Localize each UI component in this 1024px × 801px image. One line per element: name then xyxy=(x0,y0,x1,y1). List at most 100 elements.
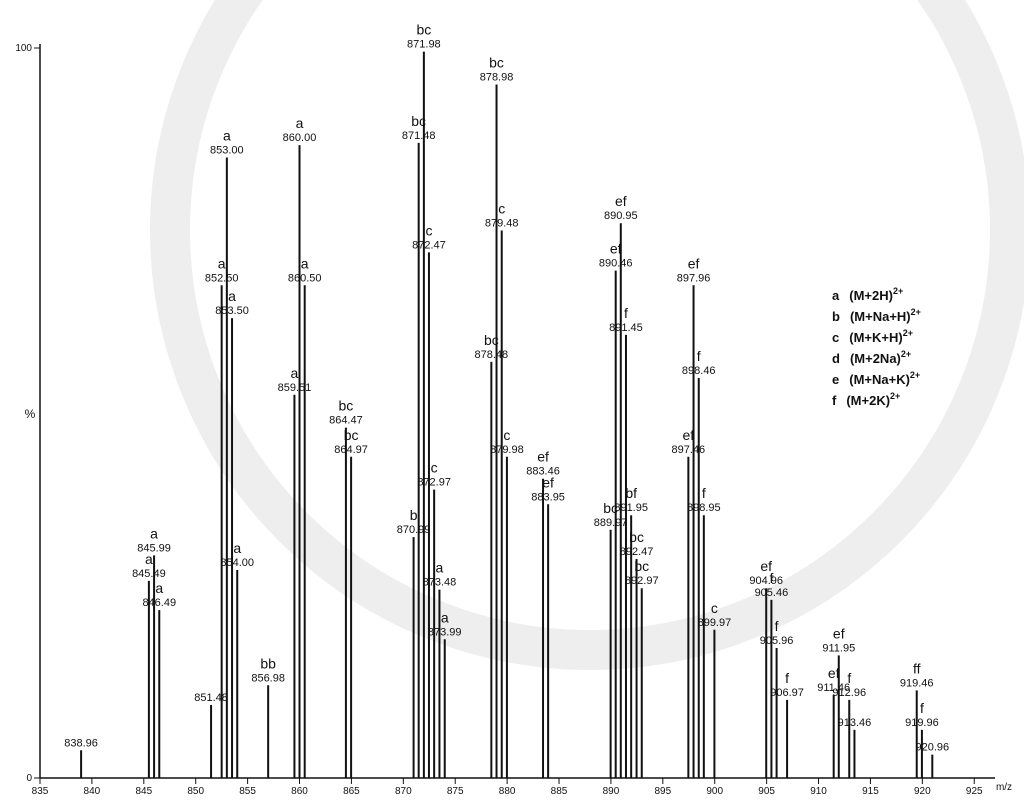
x-tick-label: 845 xyxy=(135,786,152,797)
peak-tag: a xyxy=(223,128,231,144)
peak-label: 919.96 xyxy=(905,717,939,729)
peak-label: 871.48 xyxy=(402,130,436,142)
peak-tag: a xyxy=(436,560,444,576)
peak-tag: bc xyxy=(629,529,644,545)
peak-tag: a xyxy=(150,525,158,541)
legend-entry: d(M+2Na)2+ xyxy=(832,349,911,366)
peak-tag: bc xyxy=(416,22,431,38)
peak-label: 904.96 xyxy=(749,575,783,587)
legend-key: a xyxy=(832,288,840,303)
peak-tag: a xyxy=(228,288,236,304)
peak-tag: f xyxy=(702,485,706,501)
legend-entry: f(M+2K)2+ xyxy=(832,391,900,408)
peak-label: 854.00 xyxy=(220,557,254,569)
x-tick-label: 890 xyxy=(603,786,620,797)
x-axis-label: m/z xyxy=(996,782,1012,793)
legend-entry: b (M+Na+H)2+ xyxy=(832,307,921,324)
legend-ion: (M+K+H) xyxy=(849,330,902,345)
legend-key: b xyxy=(832,309,840,324)
peak-label: 897.46 xyxy=(672,444,706,456)
peak-label: 872.47 xyxy=(412,239,446,251)
peak-label: 870.99 xyxy=(397,524,431,536)
x-tick-label: 865 xyxy=(343,786,360,797)
peak-tag: bc xyxy=(489,55,504,71)
legend-ion: (M+2H) xyxy=(849,288,893,303)
chart: m/z % 0100835840845850855860865870875880… xyxy=(0,0,1024,801)
peak-label: 897.96 xyxy=(677,272,711,284)
y-axis-label: % xyxy=(25,407,36,421)
peak-label: 905.96 xyxy=(760,635,794,647)
peak-label: 845.49 xyxy=(132,568,166,580)
peak-label: 898.95 xyxy=(687,502,721,514)
peak-label: 872.97 xyxy=(417,477,451,489)
x-tick-label: 880 xyxy=(499,786,516,797)
x-tick-label: 870 xyxy=(395,786,412,797)
peak-label: 845.99 xyxy=(137,542,171,554)
peak-label: 892.47 xyxy=(620,546,654,558)
x-tick-label: 920 xyxy=(914,786,931,797)
peak-tag: bf xyxy=(625,485,637,501)
peak-tag: a xyxy=(233,540,241,556)
peak-tag: c xyxy=(425,222,432,238)
peak-label: 878.48 xyxy=(475,349,509,361)
x-tick-label: 910 xyxy=(810,786,827,797)
peak-label: 919.46 xyxy=(900,677,934,689)
peak-label: 860.50 xyxy=(288,272,322,284)
peak-label: 889.97 xyxy=(594,517,628,529)
peak-label: 856.98 xyxy=(251,672,285,684)
legend-charge: 2+ xyxy=(890,391,900,401)
x-tick-label: 915 xyxy=(862,786,879,797)
x-tick-label: 895 xyxy=(654,786,671,797)
peak-tag: bc xyxy=(344,427,359,443)
peak-label: 899.97 xyxy=(698,617,732,629)
peak-tag: a xyxy=(296,115,304,131)
legend-key: d xyxy=(832,351,840,366)
peak-tag: ff xyxy=(913,660,921,676)
peak-label: 873.99 xyxy=(428,626,462,638)
legend-key: e xyxy=(832,372,839,387)
x-tick-label: 885 xyxy=(551,786,568,797)
watermark xyxy=(170,0,1010,650)
legend-charge: 2+ xyxy=(911,307,921,317)
x-tick-label: 850 xyxy=(187,786,204,797)
peak-label: 892.97 xyxy=(625,575,659,587)
legend-entry: e(M+Na+K)2+ xyxy=(832,370,920,387)
peak-tag: ef xyxy=(615,193,627,209)
peak-tag: ef xyxy=(542,474,554,490)
peak-label: 891.95 xyxy=(614,502,648,514)
peak-label: 905.46 xyxy=(755,587,789,599)
peak-tag: bc xyxy=(634,558,649,574)
legend-charge: 2+ xyxy=(901,349,911,359)
y-tick-label: 100 xyxy=(15,43,32,54)
peak-tag: a xyxy=(291,365,299,381)
legend-ion: (M+Na+H) xyxy=(850,309,911,324)
legend-key: f xyxy=(832,393,837,408)
peak-tag: bc xyxy=(339,398,354,414)
peak-label: 860.00 xyxy=(283,132,317,144)
legend-charge: 2+ xyxy=(893,286,903,296)
x-tick-label: 905 xyxy=(758,786,775,797)
peak-label: 851.48 xyxy=(194,692,228,704)
x-tick-label: 860 xyxy=(291,786,308,797)
peak-label: 864.47 xyxy=(329,415,363,427)
peak-label: 852.50 xyxy=(205,272,239,284)
peak-label: 912.96 xyxy=(832,687,866,699)
peak-tag: f xyxy=(920,700,924,716)
peak-tag: ef xyxy=(683,427,695,443)
peak-label: 890.46 xyxy=(599,258,633,270)
peak-label: 859.51 xyxy=(278,382,312,394)
legend-entry: a (M+2H)2+ xyxy=(832,286,903,303)
peak-label: 853.50 xyxy=(215,305,249,317)
peak-label: 838.96 xyxy=(64,737,98,749)
peak-label: 846.49 xyxy=(142,597,176,609)
peak-label: 911.95 xyxy=(822,642,855,654)
peak-tag: c xyxy=(711,600,718,616)
peak-label: 883.95 xyxy=(531,491,565,503)
peak-label: 879.98 xyxy=(490,444,524,456)
peak-tag: c xyxy=(431,460,438,476)
x-tick-label: 925 xyxy=(966,786,983,797)
peak-tag: c xyxy=(503,427,510,443)
x-tick-label: 835 xyxy=(32,786,49,797)
peak-tag: f xyxy=(624,305,628,321)
peak-tag: a xyxy=(301,255,309,271)
